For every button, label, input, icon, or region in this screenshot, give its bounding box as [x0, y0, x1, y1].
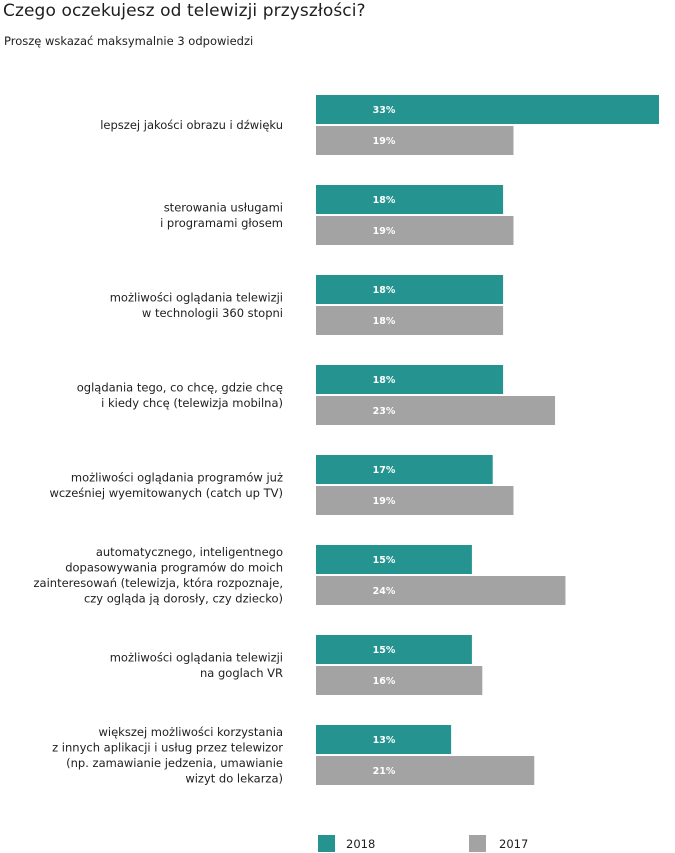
category-label-6: automatycznego, inteligentnego dopasowywa… [34, 545, 283, 606]
data-label-2018-1: 33% [373, 105, 396, 116]
bar-2018-1 [316, 95, 659, 124]
data-label-2017-4: 23% [373, 406, 396, 417]
bar-2018-8 [316, 725, 452, 754]
data-label-2017-1: 19% [373, 136, 396, 147]
bar-2018-5 [316, 455, 493, 484]
bar-2017-6 [316, 576, 566, 605]
data-label-2017-8: 21% [373, 766, 396, 777]
legend-swatch-2018 [318, 835, 335, 852]
data-label-2017-3: 18% [373, 316, 396, 327]
data-label-2017-2: 19% [373, 226, 396, 237]
bar-2018-4 [316, 365, 504, 394]
data-label-2018-8: 13% [373, 735, 396, 746]
bar-2018-2 [316, 185, 504, 214]
category-label-3: możliwości oglądania telewizji w technolo… [110, 290, 283, 320]
data-label-2017-6: 24% [373, 586, 396, 597]
bar-2017-4 [316, 396, 556, 425]
chart-subtitle: Proszę wskazać maksymalnie 3 odpowiedzi [4, 34, 254, 48]
bar-2017-2 [316, 216, 514, 245]
bar-2017-8 [316, 756, 535, 785]
data-label-2017-7: 16% [373, 676, 396, 687]
data-label-2018-4: 18% [373, 375, 396, 386]
category-label-7: możliwości oglądania telewizji na goglach… [110, 650, 283, 680]
bar-2018-6 [316, 545, 472, 574]
data-label-2018-6: 15% [373, 555, 396, 566]
data-label-2018-5: 17% [373, 465, 396, 476]
data-label-2018-3: 18% [373, 285, 396, 296]
data-label-2017-5: 19% [373, 496, 396, 507]
bar-2017-1 [316, 126, 514, 155]
chart-title: Czego oczekujesz od telewizji przyszłośc… [3, 1, 366, 21]
legend-swatch-2017 [469, 835, 486, 852]
bar-2017-5 [316, 486, 514, 515]
category-label-8: większej możliwości korzystania z innych … [52, 725, 283, 786]
bar-2018-3 [316, 275, 504, 304]
category-label-5: możliwości oglądania programów już wcześn… [49, 470, 283, 500]
data-label-2018-2: 18% [373, 195, 396, 206]
bar-2017-3 [316, 306, 504, 335]
bar-2017-7 [316, 666, 483, 695]
data-label-2018-7: 15% [373, 645, 396, 656]
legend-label-2017: 2017 [499, 837, 528, 851]
legend-label-2018: 2018 [346, 837, 375, 851]
category-label-2: sterowania usługami i programami głosem [160, 200, 283, 230]
bar-2018-7 [316, 635, 472, 664]
category-label-1: lepszej jakości obrazu i dźwięku [100, 118, 283, 132]
category-label-4: oglądania tego, co chcę, gdzie chcę i kie… [77, 380, 283, 410]
